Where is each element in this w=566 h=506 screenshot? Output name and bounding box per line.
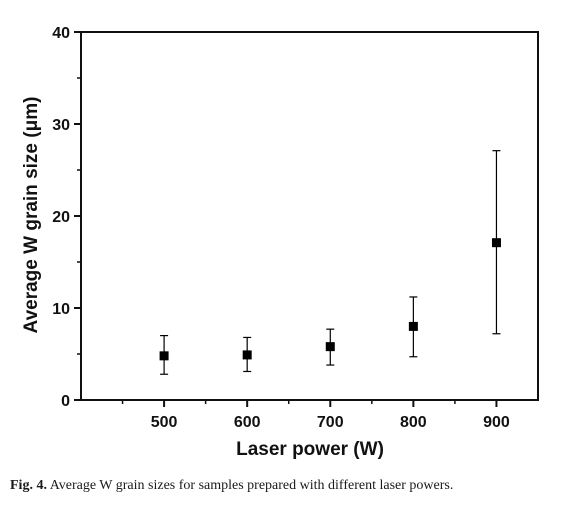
y-tick-label: 30 <box>52 117 70 134</box>
caption-label: Fig. 4. <box>10 478 47 493</box>
chart: 0 10 20 30 40 500 600 700 800 900 Laser power (W)… <box>21 25 539 460</box>
data-point <box>408 321 418 331</box>
figure-caption: Fig. 4. Average W grain sizes for sample… <box>10 478 560 494</box>
y-tick-label: 0 <box>61 393 70 410</box>
x-tick-label: 600 <box>234 414 261 431</box>
x-axis-title: Laser power (W) <box>236 439 384 460</box>
caption-text: Average W grain sizes for samples prepar… <box>49 478 454 493</box>
y-tick-label: 10 <box>52 301 70 318</box>
y-tick-label: 20 <box>52 209 70 226</box>
y-tick-label: 40 <box>52 25 70 42</box>
data-point <box>491 238 501 248</box>
data-point <box>242 350 252 360</box>
x-tick-label: 900 <box>483 414 510 431</box>
data-point <box>159 351 169 361</box>
x-tick-label: 700 <box>317 414 344 431</box>
data-point <box>325 342 335 352</box>
plot-frame <box>80 31 539 401</box>
plot-area: 0 10 20 30 40 500 600 700 800 900 <box>52 25 539 431</box>
x-tick-label: 500 <box>151 414 178 431</box>
y-axis-title: Average W grain size (μm) <box>21 97 42 334</box>
x-tick-label: 800 <box>400 414 427 431</box>
